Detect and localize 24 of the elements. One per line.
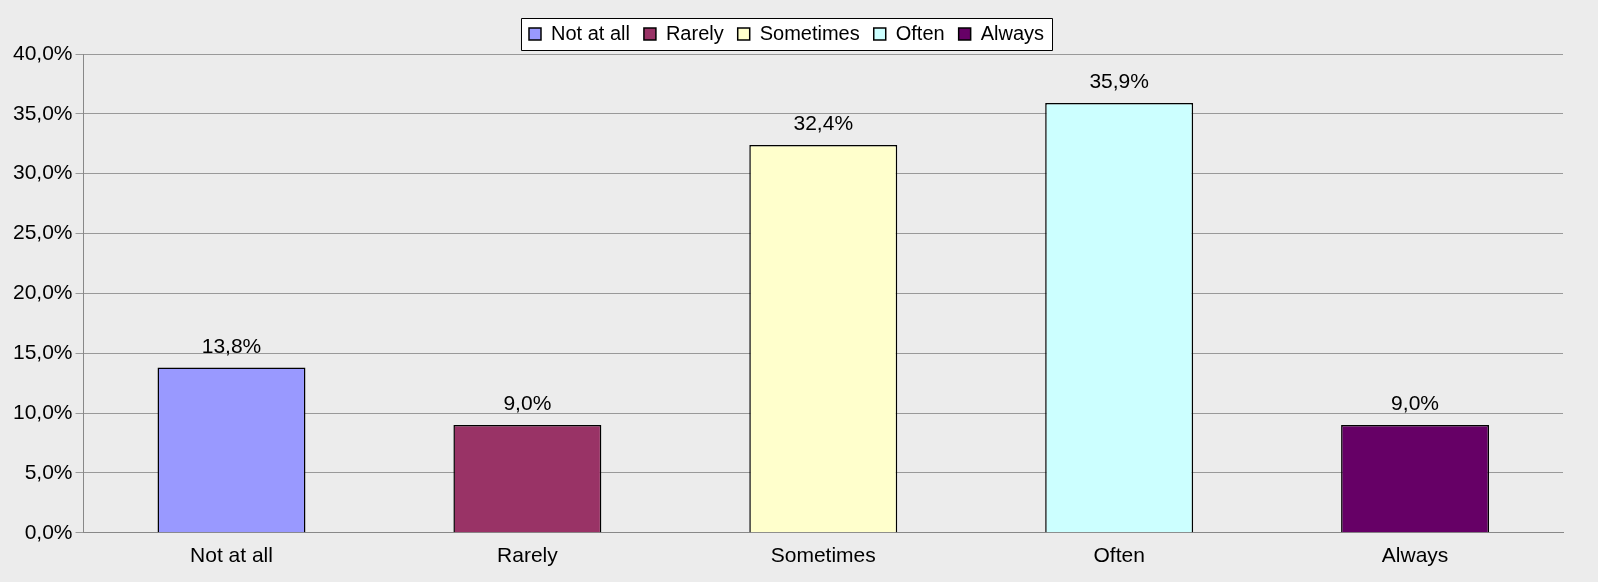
y-tick-label: 0,0% — [24, 519, 73, 543]
legend-label: Often — [895, 21, 945, 44]
x-tick-label: Always — [1381, 543, 1449, 567]
legend-label: Always — [980, 21, 1045, 44]
y-tick-label: 15,0% — [13, 340, 73, 364]
y-tick-label: 35,0% — [13, 100, 73, 124]
x-tick-label: Sometimes — [770, 543, 876, 567]
data-label: 9,0% — [1391, 391, 1439, 415]
data-label: 13,8% — [201, 333, 262, 357]
legend-label: Rarely — [665, 21, 724, 44]
y-tick-label: 20,0% — [13, 280, 73, 304]
y-tick-label: 10,0% — [13, 399, 73, 423]
data-label: 9,0% — [503, 391, 552, 415]
x-tick-label: Often — [1093, 543, 1145, 567]
legend-label: Not at all — [550, 21, 630, 44]
x-tick-label: Not at all — [190, 543, 273, 567]
x-tick-label: Rarely — [497, 543, 559, 567]
y-tick-label: 5,0% — [24, 459, 73, 483]
data-label: 32,4% — [793, 111, 854, 135]
y-tick-label: 25,0% — [13, 220, 73, 244]
y-tick-label: 30,0% — [13, 160, 73, 184]
data-label: 35,9% — [1089, 69, 1149, 93]
legend-label: Sometimes — [759, 21, 860, 44]
y-tick-label: 40,0% — [13, 40, 73, 64]
